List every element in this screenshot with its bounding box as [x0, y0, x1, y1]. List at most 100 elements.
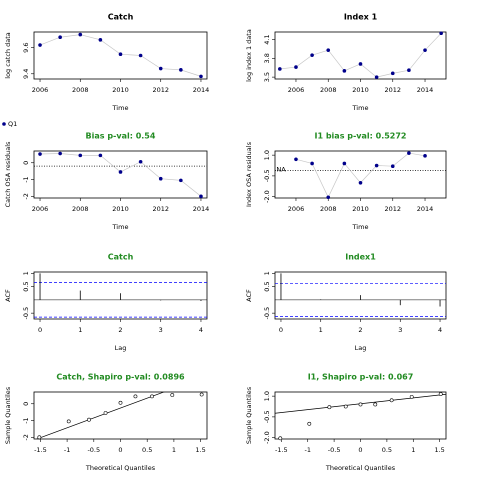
panel-title: Index 1 [344, 13, 378, 22]
series-line [295, 152, 426, 198]
data-point [87, 417, 91, 422]
data-point [118, 400, 123, 405]
x-tick-label: 2010 [112, 205, 129, 213]
plot-frame [33, 391, 208, 440]
data-point [133, 394, 138, 399]
plot-frame [33, 31, 208, 80]
x-tick-label: 2 [358, 326, 362, 334]
data-point [294, 65, 298, 69]
x-tick-label: 2014 [193, 205, 210, 213]
y-tick-label: 1 [263, 271, 271, 275]
data-point [199, 194, 203, 199]
y-axis-label: log catch data [4, 32, 12, 78]
x-tick-label: -0.5 [328, 446, 341, 454]
y-axis-label: Sample Quantiles [4, 386, 12, 444]
panel-title: Catch [108, 253, 134, 262]
x-tick-label: 4 [438, 326, 442, 334]
data-point [78, 32, 83, 37]
plot-frame [274, 31, 447, 80]
data-point [138, 159, 143, 164]
x-tick-label: 0 [279, 326, 283, 334]
panel-title: Bias p-val: 0.54 [86, 132, 156, 141]
data-point [58, 151, 62, 156]
panel: I1 bias p-val: 0.5272 Time Index OSA resid… [245, 132, 447, 231]
x-tick-label: 2012 [152, 205, 169, 213]
data-point [407, 151, 411, 155]
y-axis-label: log index 1 data [245, 29, 253, 82]
data-point [343, 404, 348, 409]
x-tick-label: 2008 [320, 86, 337, 94]
x-tick-label: 2010 [352, 205, 369, 213]
data-point [409, 394, 414, 399]
x-tick-label: 3 [398, 326, 402, 334]
data-point [307, 421, 312, 426]
y-axis-label: ACF [245, 289, 253, 302]
x-tick-label: 1 [411, 446, 415, 454]
panel: Catch Lag ACF 0 1 2 3 4 -0.5 0.5 1 [4, 253, 208, 352]
x-tick-label: 2008 [320, 205, 337, 213]
x-tick-label: 2014 [417, 86, 434, 94]
y-tick-label: -0.5 [22, 307, 30, 320]
data-point [58, 35, 62, 40]
data-point [118, 170, 123, 174]
data-point [150, 394, 154, 399]
y-tick-label: 1 [22, 271, 30, 275]
data-point [170, 393, 175, 397]
data-point [390, 71, 395, 76]
y-tick-label: -2.0 [263, 190, 271, 203]
data-point [423, 48, 427, 52]
data-point [342, 161, 347, 166]
x-tick-label: 2012 [384, 205, 401, 213]
x-tick-label: 2006 [32, 205, 49, 213]
x-tick-label: 0.5 [142, 446, 152, 454]
panel-title: Catch [108, 13, 134, 22]
x-axis-label: Theoretical Quantiles [85, 464, 156, 472]
x-tick-label: 1 [172, 446, 176, 454]
plot-frame [33, 271, 208, 320]
y-tick-label: 1.0 [263, 150, 271, 160]
x-tick-label: 2014 [193, 86, 210, 94]
data-point [118, 52, 123, 56]
data-point [103, 411, 108, 415]
data-point [158, 66, 163, 71]
series-line [279, 33, 442, 78]
y-tick-label: 0 [22, 161, 30, 165]
y-tick-label: 1.0 [263, 391, 271, 401]
data-point [358, 62, 363, 66]
plot-area [34, 153, 207, 197]
y-tick-label: -2 [22, 193, 30, 199]
y-tick-label: 9.4 [22, 69, 30, 79]
data-point [199, 392, 204, 397]
series-line [40, 153, 202, 197]
x-tick-label: 2008 [72, 205, 89, 213]
data-point [310, 161, 314, 166]
x-axis-label: Lag [115, 344, 127, 352]
x-tick-label: 1.5 [434, 446, 444, 454]
y-axis-label: Sample Quantiles [245, 386, 253, 444]
x-tick-label: 1 [319, 326, 323, 334]
data-point [310, 53, 314, 57]
data-point [179, 68, 183, 72]
panel-title: I1, Shapiro p-val: 0.067 [308, 373, 414, 382]
x-axis-label: Time [112, 223, 129, 231]
na-label: NA [276, 165, 286, 173]
y-tick-label: -1 [22, 176, 30, 182]
x-tick-label: -1 [64, 446, 70, 454]
x-tick-label: 2006 [288, 86, 305, 94]
data-point [78, 153, 83, 158]
panel-title: Index1 [345, 253, 376, 262]
x-tick-label: -0.5 [87, 446, 100, 454]
x-tick-label: 2012 [384, 86, 401, 94]
panel: Bias p-val: 0.54 Time Catch OSA residuals 2… [4, 132, 209, 232]
x-tick-label: 2008 [72, 86, 89, 94]
data-point [294, 157, 298, 162]
data-point [179, 178, 183, 183]
data-point [374, 75, 379, 79]
x-tick-label: 4 [199, 326, 203, 334]
x-axis-label: Time [112, 104, 129, 112]
data-point [38, 152, 42, 156]
x-tick-label: 1.5 [195, 446, 205, 454]
x-tick-label: 1 [78, 326, 82, 334]
x-tick-label: -1 [304, 446, 310, 454]
panel: Catch Time log catch data 2006 2008 2010 2012 2… [2, 13, 210, 128]
